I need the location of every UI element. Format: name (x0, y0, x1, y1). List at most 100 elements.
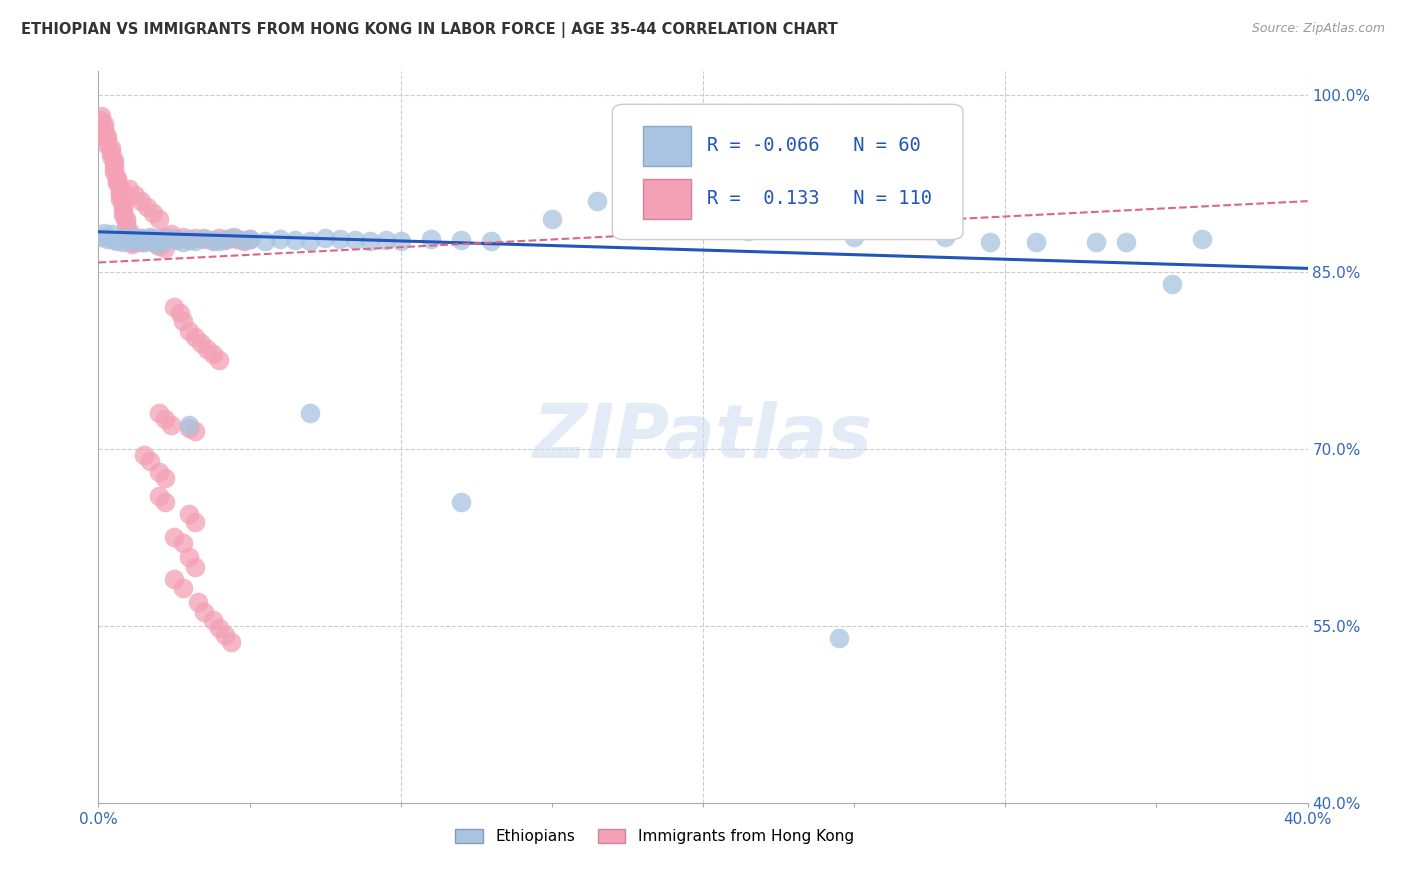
Point (148, 230, 170, 244)
Point (93, 126, 115, 140)
Point (979, 235, 1001, 250)
Point (96, 232, 118, 246)
Point (108, 188, 131, 202)
Point (1085, 235, 1108, 250)
Point (153, 495, 176, 509)
Point (179, 550, 201, 565)
Point (100, 141, 122, 155)
Point (111, 235, 134, 250)
Point (124, 188, 146, 202)
Point (184, 234, 207, 248)
Point (179, 418, 201, 433)
Point (105, 170, 128, 185)
Point (105, 173, 128, 187)
Point (163, 530, 186, 544)
Point (179, 232, 201, 246)
Point (153, 229, 176, 244)
Point (105, 234, 128, 248)
Point (299, 234, 322, 248)
Point (148, 211, 170, 226)
Point (139, 234, 162, 248)
Point (148, 232, 170, 246)
Point (103, 153, 125, 167)
Point (1024, 235, 1046, 250)
Point (90, 229, 112, 244)
Point (127, 234, 149, 248)
Text: R = -0.066   N = 60: R = -0.066 N = 60 (707, 136, 921, 155)
Point (135, 200, 157, 214)
Point (226, 232, 249, 246)
Point (103, 164, 125, 178)
Point (184, 330, 207, 344)
Point (100, 227, 122, 242)
Point (139, 229, 162, 244)
Point (153, 234, 176, 248)
Point (111, 208, 134, 222)
Point (132, 235, 155, 250)
Text: ETHIOPIAN VS IMMIGRANTS FROM HONG KONG IN LABOR FORCE | AGE 35-44 CORRELATION CH: ETHIOPIAN VS IMMIGRANTS FROM HONG KONG I… (21, 22, 838, 38)
Point (145, 236, 167, 251)
Point (124, 234, 146, 248)
Text: R =  0.133   N = 110: R = 0.133 N = 110 (707, 189, 932, 208)
Point (153, 412, 176, 426)
Point (114, 211, 136, 226)
Point (166, 233, 188, 247)
Point (148, 489, 170, 503)
Point (184, 424, 207, 438)
Point (90, 112, 112, 127)
Point (208, 234, 231, 248)
Point (389, 234, 412, 248)
Point (253, 234, 276, 248)
Point (100, 149, 122, 163)
Point (202, 347, 225, 361)
Point (179, 507, 201, 521)
Point (124, 232, 146, 246)
Point (93, 120, 115, 135)
Point (1160, 277, 1182, 291)
Point (163, 301, 186, 315)
Point (118, 230, 141, 244)
Point (108, 180, 131, 194)
Point (153, 241, 176, 255)
FancyBboxPatch shape (613, 104, 963, 240)
Point (129, 230, 152, 244)
Point (184, 559, 207, 574)
Point (190, 335, 212, 350)
Point (208, 230, 231, 244)
Point (172, 314, 194, 328)
Point (214, 232, 236, 246)
Point (132, 448, 155, 462)
Point (481, 234, 503, 248)
Point (299, 407, 322, 421)
Point (1191, 232, 1213, 246)
Point (844, 229, 866, 244)
Point (129, 230, 152, 244)
Point (114, 220, 136, 235)
Point (90, 109, 112, 123)
Point (208, 353, 231, 368)
Point (100, 145, 122, 159)
Point (676, 200, 699, 214)
Point (132, 234, 155, 248)
Point (96, 137, 118, 152)
Point (121, 234, 143, 248)
Point (172, 229, 194, 244)
Point (111, 203, 134, 218)
Text: Source: ZipAtlas.com: Source: ZipAtlas.com (1251, 22, 1385, 36)
Point (193, 232, 215, 246)
Legend: Ethiopians, Immigrants from Hong Kong: Ethiopians, Immigrants from Hong Kong (450, 822, 860, 850)
Point (179, 233, 201, 247)
Point (314, 230, 336, 244)
Point (172, 235, 194, 250)
Point (135, 232, 157, 246)
Point (129, 235, 152, 250)
Point (160, 227, 183, 242)
Point (221, 635, 243, 649)
Point (118, 182, 141, 196)
Point (450, 233, 472, 247)
Point (202, 233, 225, 247)
Point (214, 233, 236, 247)
Point (374, 233, 396, 247)
Point (108, 192, 131, 206)
Point (184, 230, 207, 244)
